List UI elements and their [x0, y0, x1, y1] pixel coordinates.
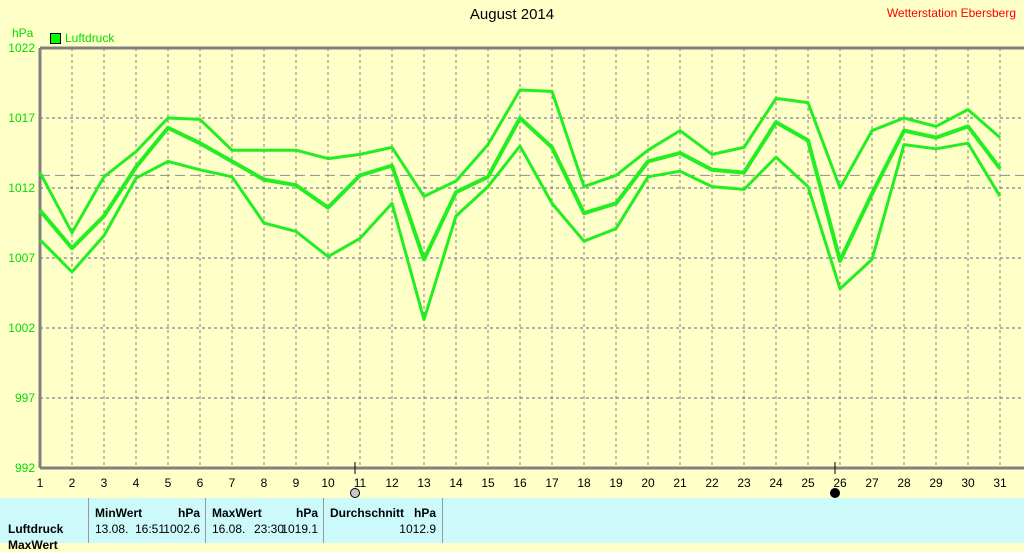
x-tick-label: 10	[321, 476, 335, 490]
max-time: 23:30	[254, 522, 285, 536]
x-tick-label: 22	[705, 476, 719, 490]
x-tick-label: 6	[197, 476, 204, 490]
x-tick-label: 30	[961, 476, 975, 490]
x-tick-label: 9	[293, 476, 300, 490]
min-value: 1002.6	[163, 522, 200, 536]
x-tick-label: 8	[261, 476, 268, 490]
x-tick-label: 20	[641, 476, 655, 490]
x-tick-label: 1	[37, 476, 44, 490]
legend: Luftdruck	[50, 31, 114, 45]
x-tick-label: 19	[609, 476, 623, 490]
max-column: MaxWert hPa 16.08. 23:30 1019.1	[205, 498, 324, 543]
y-tick-label: 1012	[8, 181, 35, 195]
avg-column: Durchschnitt hPa 1012.9	[323, 498, 443, 543]
y-tick-label: 1007	[8, 251, 35, 265]
min-date: 13.08.	[95, 522, 129, 536]
row-label-maxwert: MaxWert	[8, 538, 58, 552]
x-tick-label: 15	[481, 476, 495, 490]
y-tick-label: 992	[15, 461, 35, 475]
x-tick-label: 25	[801, 476, 815, 490]
y-tick-label: 997	[15, 391, 35, 405]
avg-unit: hPa	[413, 506, 436, 520]
x-tick-label: 16	[513, 476, 527, 490]
new-moon-icon	[830, 488, 840, 498]
y-tick-label: 1002	[8, 321, 35, 335]
min-column: MinWert hPa 13.08. 16:51 1002.6	[88, 498, 206, 543]
stats-table: Luftdruck MaxWert MinWert hPa 13.08. 16:…	[0, 498, 1024, 552]
max-value: 1019.1	[281, 522, 318, 536]
series-line-max	[38, 88, 1001, 235]
x-tick-label: 17	[545, 476, 559, 490]
x-tick-label: 4	[133, 476, 140, 490]
legend-label: Luftdruck	[65, 31, 115, 45]
chart-title: August 2014	[469, 6, 555, 23]
y-tick-label: 1017	[8, 111, 35, 125]
min-unit: hPa	[177, 506, 200, 520]
x-tick-label: 12	[385, 476, 399, 490]
x-tick-label: 31	[993, 476, 1007, 490]
x-tick-label: 13	[417, 476, 431, 490]
x-tick-label: 26	[833, 476, 847, 490]
max-date: 16.08.	[212, 522, 246, 536]
max-header: MaxWert	[212, 506, 262, 520]
max-unit: hPa	[295, 506, 318, 520]
x-tick-label: 2	[69, 476, 76, 490]
x-tick-label: 28	[897, 476, 911, 490]
x-tick-label: 27	[865, 476, 879, 490]
x-tick-label: 29	[929, 476, 943, 490]
x-tick-label: 7	[229, 476, 236, 490]
x-tick-label: 23	[737, 476, 751, 490]
full-moon-icon	[350, 488, 360, 498]
series-line-mean	[38, 116, 1002, 263]
y-tick-label: 1022	[8, 41, 35, 55]
avg-header: Durchschnitt	[330, 506, 405, 520]
x-tick-label: 11	[354, 476, 367, 490]
min-header: MinWert	[95, 506, 143, 520]
x-tick-label: 24	[769, 476, 783, 490]
x-tick-label: 18	[577, 476, 591, 490]
row-label-luftdruck: Luftdruck	[8, 522, 64, 536]
series-line-min	[38, 141, 1002, 322]
station-name: Wetterstation Ebersberg	[886, 6, 1016, 20]
x-tick-label: 3	[101, 476, 108, 490]
avg-value: 1012.9	[399, 522, 436, 536]
min-time: 16:51	[135, 522, 166, 536]
x-tick-label: 14	[449, 476, 463, 490]
legend-swatch	[50, 32, 61, 44]
x-tick-label: 21	[673, 476, 687, 490]
x-tick-label: 5	[165, 476, 172, 490]
y-axis-unit: hPa	[12, 26, 34, 40]
